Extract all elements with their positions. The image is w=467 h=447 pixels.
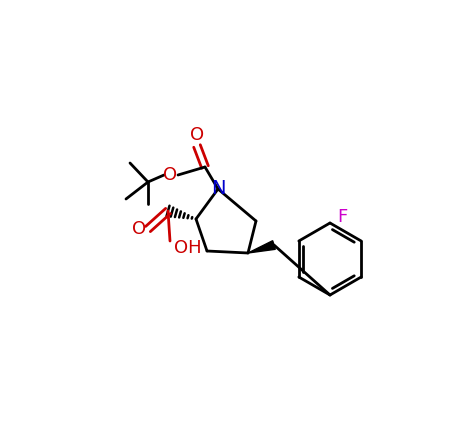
Text: OH: OH [174, 239, 202, 257]
Polygon shape [248, 240, 276, 253]
Text: N: N [211, 180, 225, 198]
Text: O: O [132, 220, 146, 238]
Text: O: O [163, 166, 177, 184]
Text: F: F [337, 208, 347, 226]
Text: O: O [190, 126, 204, 144]
